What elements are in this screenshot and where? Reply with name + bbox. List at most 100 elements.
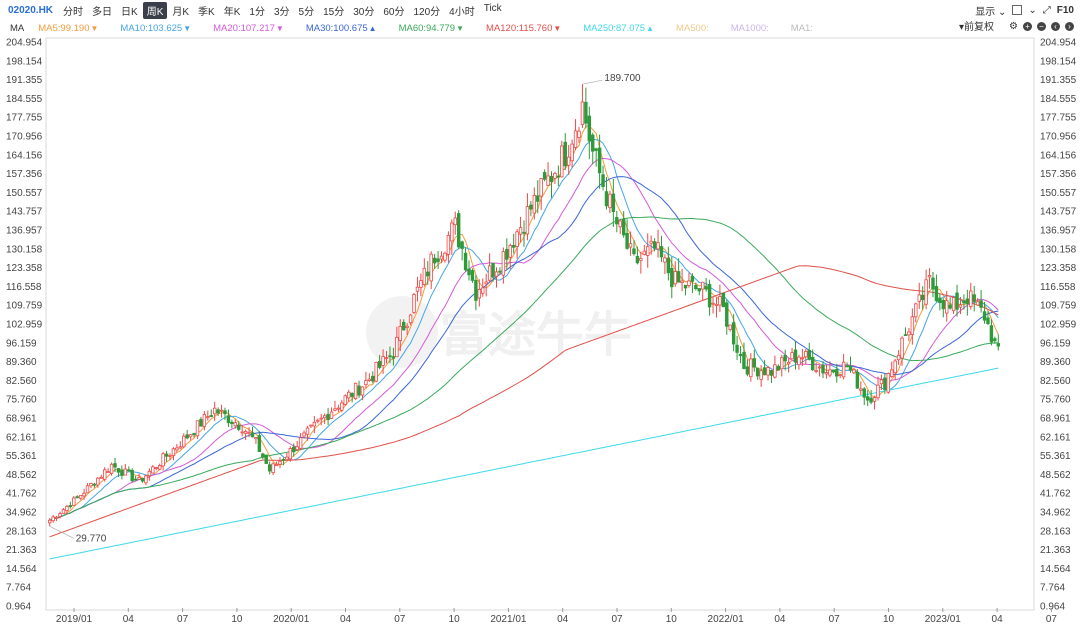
tab-period[interactable]: 多日 bbox=[92, 6, 113, 18]
candle-body bbox=[525, 206, 530, 235]
y-tick-label-right: 102.959 bbox=[1040, 320, 1077, 331]
y-tick-label: 48.562 bbox=[6, 470, 37, 481]
x-tick-label: 07 bbox=[177, 614, 189, 625]
candle-body bbox=[714, 303, 719, 306]
candle-body bbox=[786, 361, 791, 365]
y-tick-label-right: 34.962 bbox=[1040, 508, 1071, 519]
ma-legend-item[interactable]: MA5:99.190▼ bbox=[38, 23, 98, 34]
display-menu[interactable]: 显示 ⌄ bbox=[975, 3, 1006, 18]
candle-body bbox=[989, 325, 994, 343]
adjust-menu[interactable]: ▾前复权 bbox=[959, 20, 994, 36]
candle-body bbox=[948, 304, 952, 309]
candle-body bbox=[879, 379, 884, 385]
candle-body bbox=[432, 257, 437, 264]
y-tick-label: 68.961 bbox=[6, 414, 37, 425]
candle-body bbox=[381, 356, 385, 366]
chevron-down-icon: ⌄ bbox=[997, 6, 1007, 18]
candle-body bbox=[611, 193, 616, 213]
ma-legend-item[interactable]: MA60:94.779▼ bbox=[399, 23, 464, 34]
arrow-left-icon[interactable]: ‹ bbox=[1051, 22, 1060, 31]
ma-legend-text: MA5:99.190 bbox=[38, 22, 90, 34]
tab-period[interactable]: 1分 bbox=[249, 6, 265, 18]
checkbox-icon[interactable] bbox=[1012, 5, 1023, 15]
tab-period[interactable]: 120分 bbox=[413, 6, 441, 18]
tab-period[interactable]: 月K bbox=[172, 6, 190, 18]
plus-icon[interactable]: + bbox=[1023, 22, 1032, 31]
ma-legend-item[interactable]: MA250:87.075▲ bbox=[583, 23, 654, 34]
candle-body bbox=[900, 337, 904, 359]
candle-body bbox=[164, 453, 169, 457]
candle-body bbox=[467, 268, 471, 276]
ma-legend-text: MA20:107.217 bbox=[213, 22, 275, 34]
candle-body bbox=[65, 505, 69, 511]
ma-legend-item[interactable]: MA500: bbox=[676, 23, 709, 34]
candle-body bbox=[278, 460, 282, 465]
fullscreen-icon[interactable]: ⤢ bbox=[1042, 4, 1051, 16]
y-tick-label: 204.954 bbox=[6, 38, 43, 49]
candle-body bbox=[364, 380, 368, 386]
tab-period[interactable]: 年K bbox=[223, 6, 241, 18]
candle-body bbox=[807, 349, 811, 360]
tab-period[interactable]: 季K bbox=[198, 6, 215, 18]
tab-period[interactable]: 分时 bbox=[63, 6, 84, 18]
y-tick-label: 14.564 bbox=[6, 564, 37, 575]
y-tick-label: 75.760 bbox=[6, 395, 37, 406]
candle-body bbox=[670, 267, 674, 288]
candle-body bbox=[267, 464, 272, 472]
candle-body bbox=[515, 231, 519, 247]
y-tick-label-right: 75.760 bbox=[1040, 395, 1071, 406]
ma-legend-item[interactable]: MA30:100.675▲ bbox=[306, 23, 377, 34]
candle-body bbox=[628, 243, 633, 248]
candle-body bbox=[659, 246, 664, 258]
candle-body bbox=[419, 280, 423, 288]
candle-body bbox=[360, 386, 365, 396]
tab-period[interactable]: 30分 bbox=[353, 6, 375, 18]
candle-body bbox=[96, 477, 100, 486]
ma-title[interactable]: MA bbox=[10, 22, 25, 34]
tab-period[interactable]: 周K bbox=[142, 1, 168, 19]
candlestick-chart[interactable]: 204.954 204.954 198.154 198.154 191.355 191.3… bbox=[0, 36, 1080, 629]
candle-body bbox=[274, 464, 279, 467]
tab-period[interactable]: Tick bbox=[483, 2, 502, 14]
arrow-right-icon[interactable]: › bbox=[1065, 22, 1074, 31]
ma-legend-item[interactable]: MA20:107.217▼ bbox=[213, 23, 284, 34]
candle-body bbox=[893, 360, 897, 374]
tab-period[interactable]: 日K bbox=[121, 6, 138, 18]
arrow-down-icon: ▼ bbox=[275, 23, 284, 33]
tab-period[interactable]: 60分 bbox=[383, 6, 405, 18]
ma20-line bbox=[49, 157, 999, 521]
tab-period[interactable]: 3分 bbox=[273, 6, 290, 18]
candle-body bbox=[718, 296, 722, 306]
ma-legend-item[interactable]: MA120:115.760▼ bbox=[486, 23, 561, 34]
tab-period[interactable]: 15分 bbox=[323, 6, 345, 18]
x-tick-label: 07 bbox=[394, 614, 406, 625]
candle-body bbox=[309, 424, 313, 427]
chevron-down-icon[interactable]: ⌄ bbox=[1028, 4, 1037, 16]
candle-body bbox=[721, 292, 726, 308]
candle-body bbox=[58, 513, 62, 517]
candle-body bbox=[415, 286, 420, 292]
candle-body bbox=[72, 497, 76, 506]
y-tick-label-right: 55.361 bbox=[1040, 451, 1071, 462]
candle-body bbox=[453, 217, 457, 226]
f10-button[interactable]: F10 bbox=[1056, 4, 1074, 16]
candle-body bbox=[175, 447, 179, 451]
candle-body bbox=[982, 311, 987, 321]
ma-legend-item[interactable]: MA1: bbox=[791, 23, 813, 34]
minus-icon[interactable]: − bbox=[1037, 22, 1046, 31]
candle-body bbox=[501, 251, 506, 276]
tab-period[interactable]: 4小时 bbox=[449, 6, 475, 18]
candle-body bbox=[580, 101, 585, 125]
ma-legend-item[interactable]: MA1000: bbox=[731, 23, 769, 34]
candle-body bbox=[910, 316, 915, 335]
y-tick-label: 0.964 bbox=[6, 602, 31, 613]
candle-body bbox=[687, 280, 691, 286]
candle-body bbox=[51, 516, 55, 522]
ticker-symbol[interactable]: 02020.HK bbox=[8, 4, 54, 16]
settings-icon[interactable]: ⚙ bbox=[1009, 21, 1018, 32]
candle-body bbox=[776, 365, 781, 371]
y-tick-label: 62.161 bbox=[6, 432, 37, 443]
ma-legend-item[interactable]: MA10:103.625▼ bbox=[120, 23, 191, 34]
tab-period[interactable]: 5分 bbox=[298, 6, 315, 18]
